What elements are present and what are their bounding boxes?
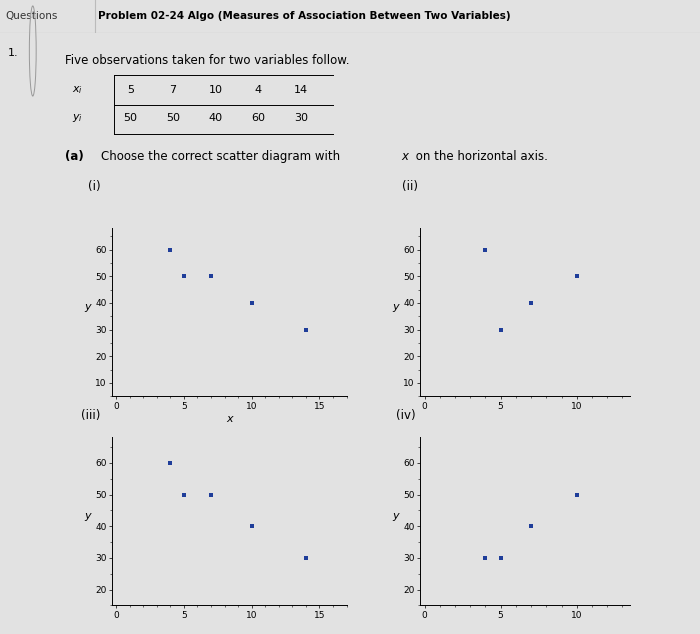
Text: (ii): (ii) <box>402 180 418 193</box>
Point <box>495 325 506 335</box>
Text: (iii): (iii) <box>81 409 101 422</box>
Point <box>164 245 176 255</box>
Text: $x_i$: $x_i$ <box>71 84 83 96</box>
Point <box>246 298 257 308</box>
Point <box>300 325 312 335</box>
Text: Problem 02-24 Algo (Measures of Association Between Two Variables): Problem 02-24 Algo (Measures of Associat… <box>98 11 510 22</box>
Text: (iv): (iv) <box>395 409 415 422</box>
Text: 30: 30 <box>294 113 308 124</box>
Text: on the horizontal axis.: on the horizontal axis. <box>412 150 548 163</box>
Text: $y_i$: $y_i$ <box>71 112 83 124</box>
Text: 50: 50 <box>124 113 138 124</box>
Point <box>178 271 190 281</box>
Text: Five observations taken for two variables follow.: Five observations taken for two variable… <box>65 54 349 67</box>
Text: x: x <box>401 150 408 163</box>
Text: 60: 60 <box>251 113 265 124</box>
Point <box>632 489 643 500</box>
Text: (a): (a) <box>65 150 84 163</box>
Point <box>246 521 257 531</box>
X-axis label: x: x <box>226 413 232 424</box>
Point <box>495 553 506 563</box>
Point <box>632 271 643 281</box>
Point <box>205 489 216 500</box>
Text: Questions: Questions <box>6 11 58 22</box>
Text: 4: 4 <box>255 85 262 95</box>
Text: 1.: 1. <box>8 48 19 58</box>
Text: 50: 50 <box>166 113 180 124</box>
Text: 40: 40 <box>209 113 223 124</box>
Y-axis label: y: y <box>393 512 399 521</box>
Text: (i): (i) <box>88 180 101 193</box>
Point <box>178 489 190 500</box>
Point <box>526 521 537 531</box>
Text: 10: 10 <box>209 85 223 95</box>
Point <box>205 271 216 281</box>
Text: 5: 5 <box>127 85 134 95</box>
Point <box>571 271 582 281</box>
Point <box>300 553 312 563</box>
Point <box>571 489 582 500</box>
Y-axis label: y: y <box>393 302 399 313</box>
Point <box>526 298 537 308</box>
Y-axis label: y: y <box>85 512 91 521</box>
Point <box>164 458 176 468</box>
Text: Choose the correct scatter diagram with: Choose the correct scatter diagram with <box>101 150 344 163</box>
Point <box>480 245 491 255</box>
Point <box>480 553 491 563</box>
Text: 14: 14 <box>294 85 308 95</box>
Y-axis label: y: y <box>85 302 91 313</box>
Text: 7: 7 <box>169 85 176 95</box>
